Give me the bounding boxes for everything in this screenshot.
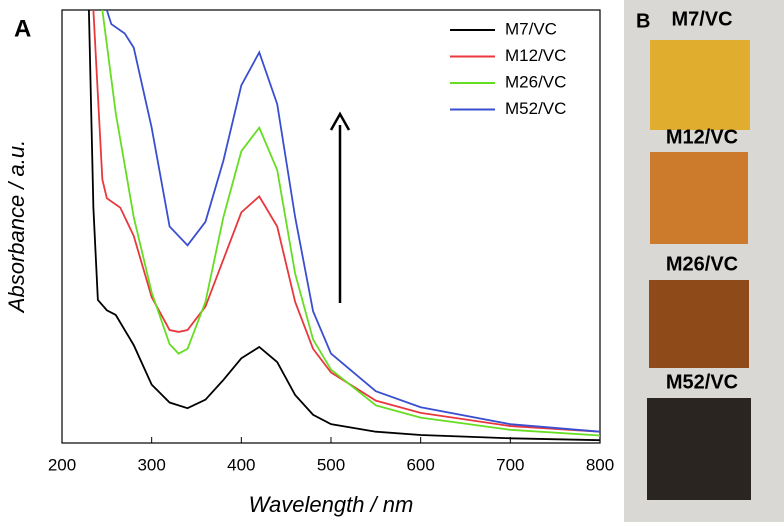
arrow-head: [329, 111, 351, 131]
series-line: [105, 10, 600, 433]
sample-label: M52/VC: [666, 371, 738, 393]
legend-label: M26/VC: [505, 72, 566, 91]
photo-panel: B M7/VC M12/VC M26/VC M52/VC: [624, 0, 784, 522]
sample-label: M12/VC: [666, 126, 738, 148]
x-tick-label: 200: [48, 455, 76, 474]
panel-label: A: [14, 15, 31, 42]
sample-label: M7/VC: [671, 8, 732, 30]
legend-label: M12/VC: [505, 46, 566, 65]
x-tick-label: 300: [137, 455, 165, 474]
plot-lines: [88, 10, 600, 442]
sample-film: [647, 398, 751, 500]
legend-label: M7/VC: [505, 19, 557, 38]
y-axis-label: Absorbance / a.u.: [4, 140, 29, 314]
sample-film: [649, 280, 749, 368]
sample-label: M26/VC: [666, 253, 738, 275]
x-tick-label: 700: [496, 455, 524, 474]
x-tick-label: 400: [227, 455, 255, 474]
sample-film: [650, 152, 748, 244]
x-tick-label: 800: [586, 455, 614, 474]
x-tick-label: 600: [406, 455, 434, 474]
series-line: [88, 10, 600, 442]
legend-label: M52/VC: [505, 99, 566, 118]
x-tick-label: 500: [317, 455, 345, 474]
sample-film: [650, 40, 750, 130]
x-axis-label: Wavelength / nm: [249, 492, 414, 517]
panel-label: B: [636, 10, 650, 32]
series-line: [92, 10, 600, 433]
series-line: [101, 10, 600, 437]
